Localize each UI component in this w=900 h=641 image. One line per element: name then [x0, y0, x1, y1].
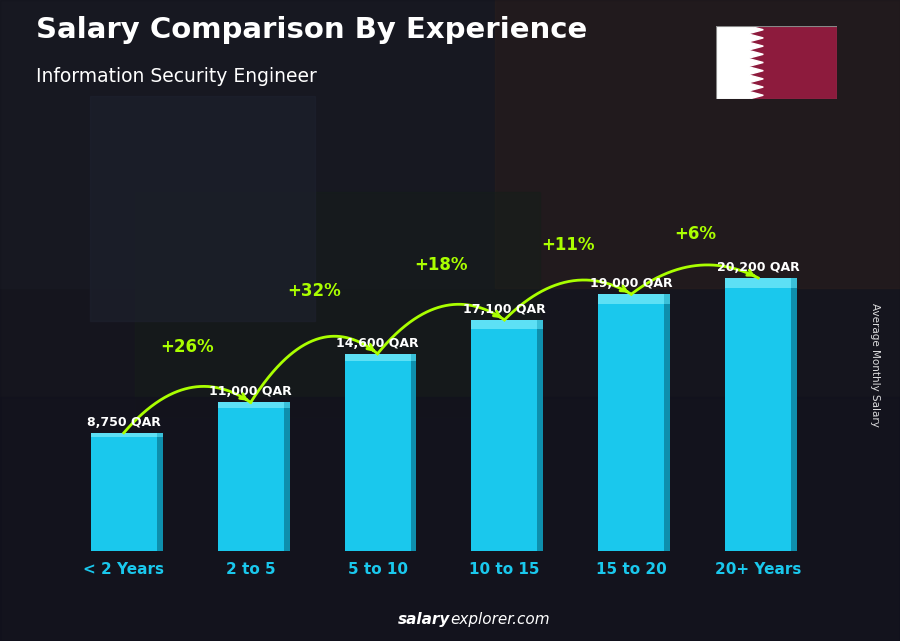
Text: 17,100 QAR: 17,100 QAR — [464, 303, 545, 316]
Bar — [157, 433, 163, 437]
Bar — [598, 294, 664, 304]
Bar — [218, 403, 284, 551]
Bar — [90, 96, 315, 320]
Bar — [284, 403, 290, 408]
Text: +11%: +11% — [541, 235, 595, 254]
Bar — [537, 320, 544, 329]
Bar — [664, 294, 670, 304]
Bar — [472, 320, 537, 329]
Bar — [791, 278, 797, 551]
Bar — [135, 192, 540, 417]
Bar — [91, 433, 157, 551]
Text: 19,000 QAR: 19,000 QAR — [590, 277, 672, 290]
Bar — [725, 278, 791, 288]
Bar — [410, 354, 417, 361]
Bar — [495, 0, 900, 288]
Text: 20,200 QAR: 20,200 QAR — [716, 261, 799, 274]
Polygon shape — [748, 83, 763, 91]
Text: +18%: +18% — [414, 256, 468, 274]
Polygon shape — [748, 42, 763, 50]
Bar — [91, 433, 157, 437]
Polygon shape — [748, 91, 763, 99]
Bar — [598, 294, 664, 551]
Bar — [345, 354, 410, 551]
Bar — [345, 354, 410, 361]
Bar — [410, 354, 417, 551]
Bar — [537, 320, 544, 551]
Bar — [716, 26, 748, 99]
Bar — [0, 397, 900, 641]
Text: +6%: +6% — [674, 225, 716, 243]
Text: Salary Comparison By Experience: Salary Comparison By Experience — [36, 16, 587, 44]
Bar — [0, 0, 495, 288]
Text: Information Security Engineer: Information Security Engineer — [36, 67, 317, 87]
Bar — [284, 403, 290, 551]
Text: explorer.com: explorer.com — [450, 612, 550, 627]
Text: 14,600 QAR: 14,600 QAR — [337, 337, 419, 349]
Text: +32%: +32% — [287, 281, 341, 299]
Bar — [218, 403, 284, 408]
Bar — [791, 278, 797, 288]
Bar — [472, 320, 537, 551]
Bar — [157, 433, 163, 551]
Polygon shape — [748, 67, 763, 75]
Polygon shape — [748, 50, 763, 58]
Text: 8,750 QAR: 8,750 QAR — [86, 416, 161, 429]
Polygon shape — [748, 58, 763, 67]
Text: +26%: +26% — [160, 338, 214, 356]
Bar — [664, 294, 670, 551]
Polygon shape — [748, 75, 763, 83]
Bar — [725, 278, 791, 551]
Text: 11,000 QAR: 11,000 QAR — [210, 385, 292, 398]
Polygon shape — [748, 34, 763, 42]
Text: salary: salary — [398, 612, 450, 627]
Text: Average Monthly Salary: Average Monthly Salary — [869, 303, 880, 428]
Polygon shape — [748, 26, 763, 34]
